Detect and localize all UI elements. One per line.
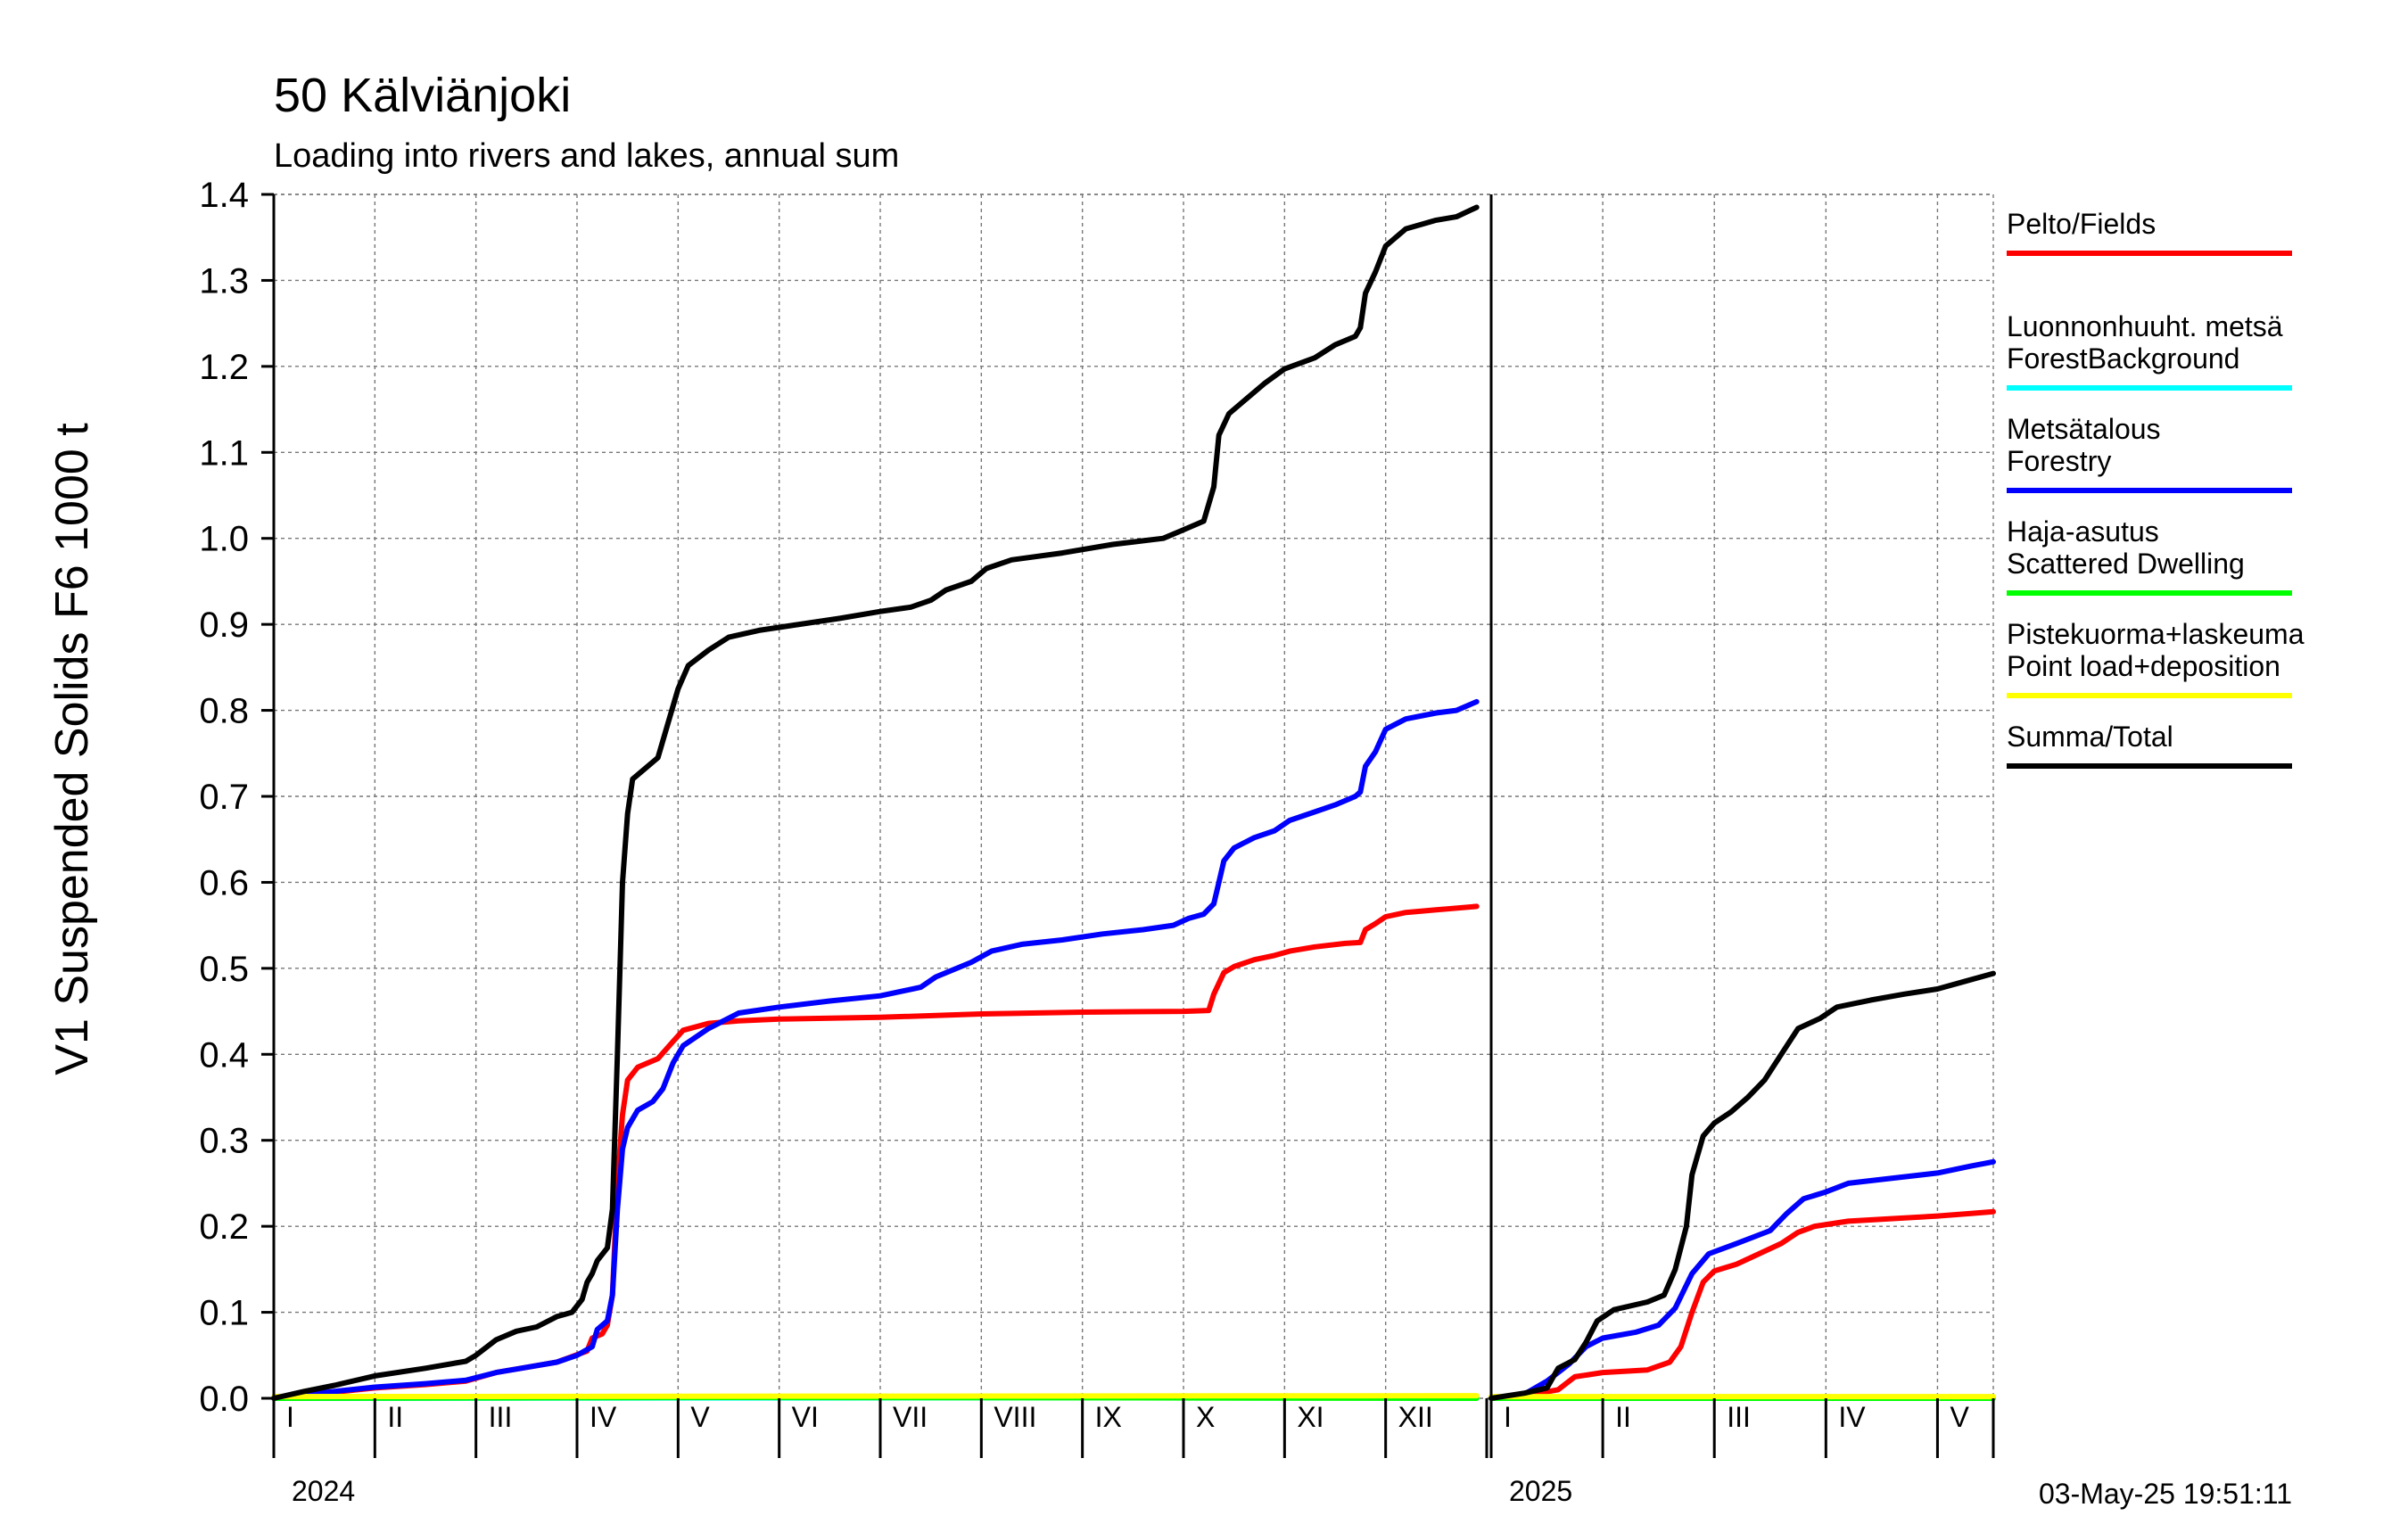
chart-title: 50 Kälviänjoki: [274, 69, 571, 122]
y-tick-label: 0.0: [199, 1380, 249, 1419]
y-tick-label: 0.6: [199, 863, 249, 902]
x-month-label: VII: [893, 1401, 928, 1433]
series-line: [1489, 1208, 1996, 1401]
series-line: [271, 204, 1480, 1401]
series-line: [271, 1393, 1480, 1400]
grid-layer: [274, 194, 1994, 1458]
x-month-label: IX: [1095, 1401, 1122, 1433]
x-month-label: I: [1504, 1401, 1512, 1433]
y-tick-label: 1.1: [199, 433, 249, 473]
legend-label: Haja-asutus: [2007, 515, 2159, 548]
y-tick-label: 0.2: [199, 1207, 249, 1247]
x-month-label: V: [690, 1401, 710, 1433]
y-tick-label: 1.4: [199, 176, 249, 215]
legend-label: Metsätalous: [2007, 413, 2161, 445]
legend-label: ForestBackground: [2007, 342, 2239, 375]
x-month-label: V: [1950, 1401, 1969, 1433]
axis-layer: 0.0 0.1 0.2 0.3 0.4 0.5 0.6 0.7 0.8 0.9 1.0 1.1 1.2 1…: [199, 176, 1995, 1507]
y-tick-label: 0.9: [199, 606, 249, 645]
y-tick-label: 0.1: [199, 1294, 249, 1333]
y-tick-label: 0.4: [199, 1035, 249, 1075]
y-tick-label: 1.3: [199, 261, 249, 301]
x-month-label: III: [489, 1401, 513, 1433]
legend-label: Forestry: [2007, 445, 2111, 477]
x-month-label: VI: [792, 1401, 819, 1433]
y-tick-label: 1.2: [199, 348, 249, 387]
x-month-label: II: [387, 1401, 403, 1433]
x-month-label: X: [1196, 1401, 1215, 1433]
y-tick-label: 0.7: [199, 778, 249, 817]
series-line: [271, 698, 1480, 1401]
timestamp: 03-May-25 19:51:11: [2039, 1478, 2292, 1510]
legend-label: Scattered Dwelling: [2007, 548, 2245, 580]
x-month-label: XII: [1398, 1401, 1433, 1433]
x-month-label: IV: [1838, 1401, 1866, 1433]
x-year-label: 2024: [292, 1475, 355, 1507]
x-month-label: II: [1615, 1401, 1631, 1433]
series-line: [271, 903, 1480, 1401]
x-month-label: XI: [1297, 1401, 1324, 1433]
x-month-label: VIII: [994, 1401, 1036, 1433]
series-layer: [271, 204, 1996, 1401]
y-tick-label: 0.8: [199, 692, 249, 731]
legend: Pelto/Fields Luonnonhuuht. metsäForestBac…: [2007, 208, 2305, 769]
legend-label: Pistekuorma+laskeuma: [2007, 618, 2305, 650]
x-month-label: IV: [590, 1401, 617, 1433]
legend-label: Point load+deposition: [2007, 650, 2280, 682]
y-tick-label: 1.0: [199, 520, 249, 559]
y-axis-label: V1 Suspended Solids F6 1000 t: [46, 423, 98, 1075]
legend-label: Pelto/Fields: [2007, 208, 2156, 240]
series-line: [1489, 970, 1996, 1401]
legend-label: Summa/Total: [2007, 721, 2173, 753]
x-month-label: I: [286, 1401, 294, 1433]
y-tick-label: 0.5: [199, 950, 249, 989]
x-month-label: III: [1727, 1401, 1751, 1433]
y-tick-label: 0.3: [199, 1122, 249, 1161]
x-year-label: 2025: [1509, 1475, 1572, 1507]
legend-label: Luonnonhuuht. metsä: [2007, 310, 2283, 342]
chart-subtitle: Loading into rivers and lakes, annual su…: [274, 137, 899, 175]
